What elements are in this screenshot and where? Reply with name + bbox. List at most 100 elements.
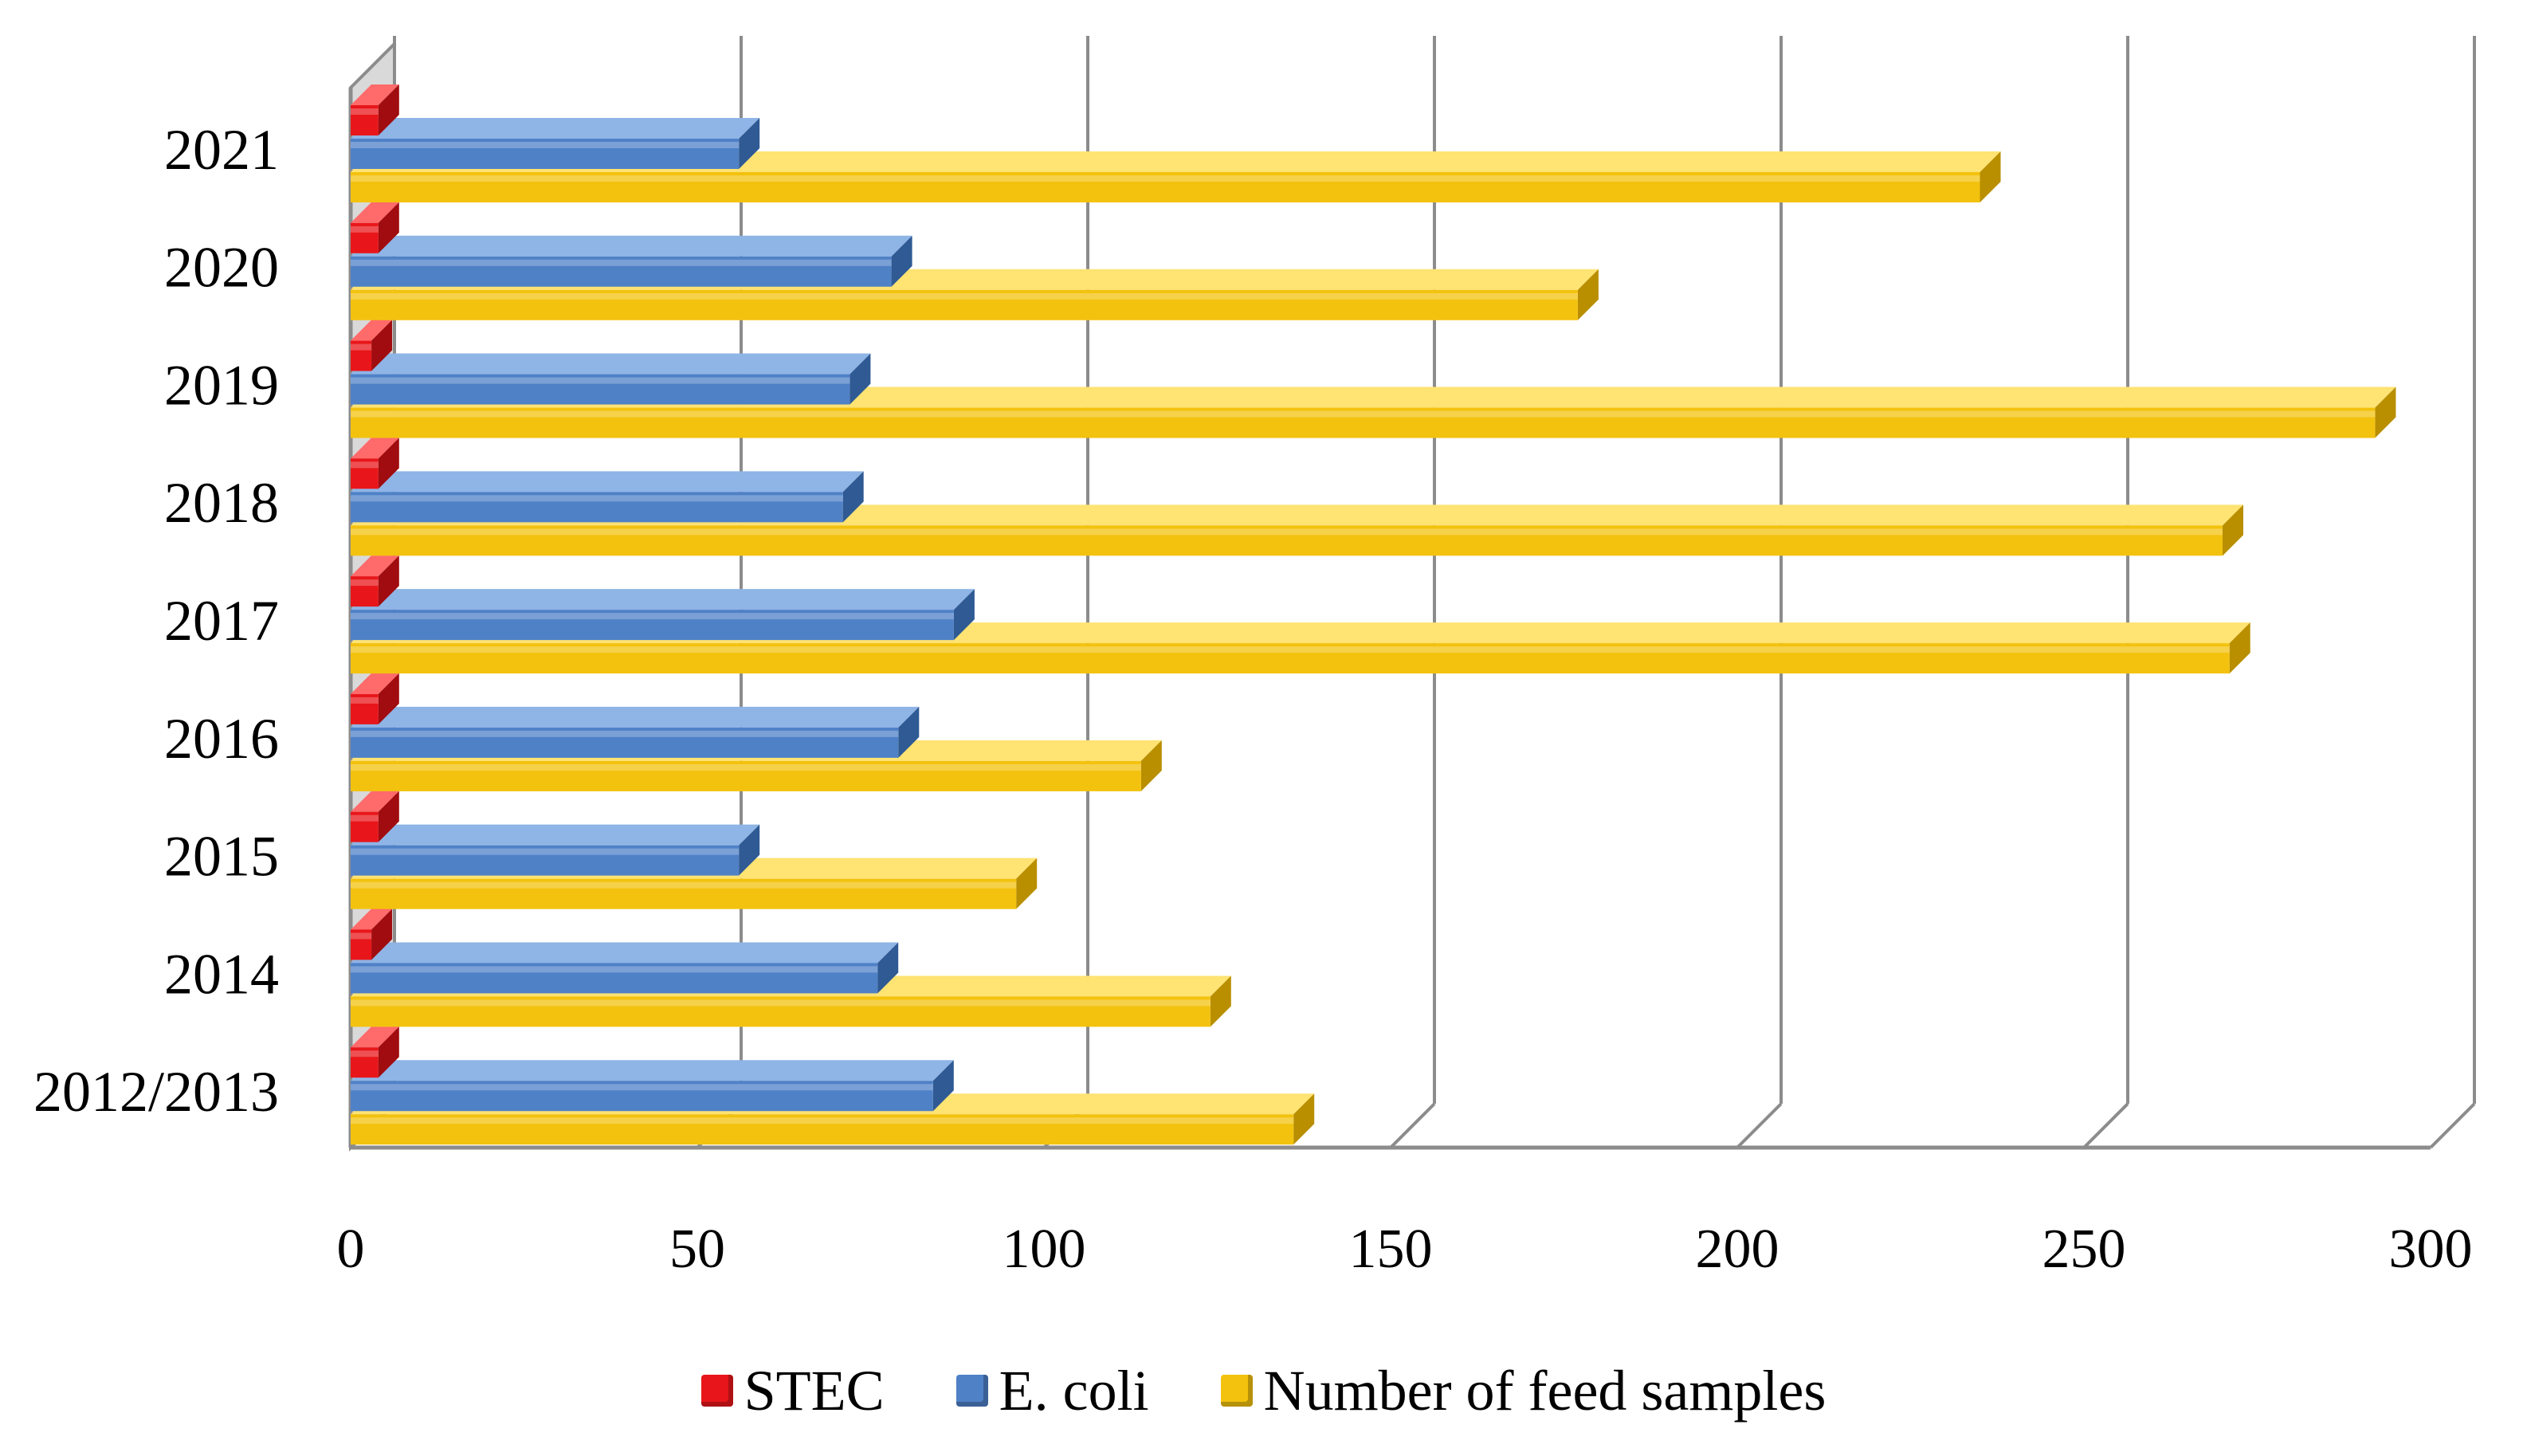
bar-end-face [1140, 740, 1162, 791]
bar-end-face [378, 84, 399, 135]
bar-highlight [351, 410, 2376, 418]
bar-top-face [351, 673, 399, 694]
bar [351, 320, 393, 371]
bar-front-face [351, 172, 1980, 202]
bar [351, 387, 2396, 438]
bar-front-face [351, 878, 1017, 909]
x-tick-label: 0 [337, 1219, 365, 1280]
bar [351, 1060, 954, 1112]
bar-highlight [351, 461, 379, 469]
bar-highlight [351, 999, 1211, 1007]
bar-end-face [378, 555, 399, 607]
bar-highlight [351, 495, 843, 502]
bar-top-face [351, 824, 760, 846]
bar-front-face [351, 256, 892, 287]
legend-swatch-stec [700, 1375, 733, 1407]
legend: STEC E. coli Number of feed samples [0, 1347, 2527, 1434]
bar-front-face [351, 1081, 933, 1112]
bar-highlight [351, 613, 954, 620]
bar [351, 118, 760, 169]
bar-front-face [351, 289, 1578, 320]
bar-front-face [351, 963, 878, 994]
bar-end-face [739, 118, 760, 169]
bar-highlight [351, 848, 740, 855]
bar [351, 975, 1231, 1027]
legend-swatch-ecoli [955, 1375, 988, 1407]
bar-end-face [850, 353, 871, 405]
bar-end-face [953, 589, 975, 641]
bar-front-face [351, 845, 740, 876]
bar-end-face [1016, 858, 1038, 909]
legend-item-ecoli: E. coli [955, 1358, 1149, 1424]
bar-front-face [351, 760, 1141, 791]
bar-end-face [1210, 975, 1231, 1027]
bar-highlight [351, 259, 892, 266]
legend-item-feed-samples: Number of feed samples [1220, 1358, 1827, 1424]
bar-front-face [351, 811, 379, 842]
bar [351, 438, 399, 489]
bar-front-face [351, 1047, 379, 1078]
y-tick-label: 2012/2013 [33, 1060, 279, 1124]
x-tick-label: 50 [669, 1219, 725, 1280]
bar-front-face [351, 643, 2230, 674]
bar-highlight [351, 932, 372, 940]
bar-end-face [2223, 504, 2243, 556]
bar-highlight [351, 226, 379, 233]
y-tick-label: 2016 [164, 707, 279, 771]
bar-highlight [351, 763, 1141, 771]
bar-front-face [351, 996, 1211, 1027]
y-tick-label: 2021 [164, 118, 279, 182]
bar-end-face [842, 471, 864, 523]
legend-item-stec: STEC [700, 1358, 885, 1424]
bar-top-face [351, 84, 399, 105]
bar-top-face [351, 235, 912, 257]
y-tick-label: 2020 [164, 236, 279, 300]
floor-diagonal [2429, 1102, 2476, 1149]
bar-highlight [351, 1084, 933, 1091]
bar-highlight [351, 966, 878, 973]
y-tick-label: 2019 [164, 353, 279, 417]
bar-end-face [1980, 151, 2001, 202]
y-tick-label: 2015 [164, 825, 279, 889]
bar-end-face [2375, 387, 2396, 438]
bar-top-face [351, 118, 760, 139]
bar-front-face [351, 693, 379, 724]
bar [351, 151, 2001, 202]
bar-highlight [351, 528, 2223, 536]
bar-highlight [351, 343, 372, 351]
x-tick-label: 150 [1349, 1219, 1433, 1280]
floor-diagonal [1389, 1102, 1436, 1149]
bar-top-face [351, 791, 399, 812]
bar-front-face [351, 105, 379, 135]
bar [351, 942, 899, 994]
bar-front-face [351, 929, 372, 960]
bar-highlight [351, 881, 1017, 889]
bar [351, 353, 871, 405]
bar-top-face [351, 353, 871, 375]
bar-top-face [351, 706, 920, 728]
bar-front-face [351, 492, 843, 523]
bar-end-face [378, 1026, 399, 1078]
bar [351, 555, 399, 607]
bar-highlight [351, 814, 379, 822]
bar [351, 909, 393, 960]
bar-end-face [877, 942, 899, 994]
bar [351, 202, 399, 253]
bar-end-face [2229, 622, 2250, 674]
bar-highlight [351, 646, 2230, 653]
bar [351, 824, 760, 876]
y-tick-label: 2017 [164, 589, 279, 653]
bar-front-face [351, 374, 850, 405]
bar-front-face [351, 407, 2376, 438]
x-tick-label: 100 [1003, 1219, 1086, 1280]
bar-highlight [351, 175, 1980, 182]
bar-top-face [351, 555, 399, 577]
legend-label-ecoli: E. coli [999, 1358, 1149, 1423]
bar-top-face [351, 942, 899, 963]
floor-diagonal [1736, 1102, 1783, 1149]
bar-top-face [351, 471, 864, 493]
bar-highlight [351, 142, 740, 148]
legend-label-feed-samples: Number of feed samples [1263, 1358, 1827, 1423]
bar-highlight [351, 1050, 379, 1058]
